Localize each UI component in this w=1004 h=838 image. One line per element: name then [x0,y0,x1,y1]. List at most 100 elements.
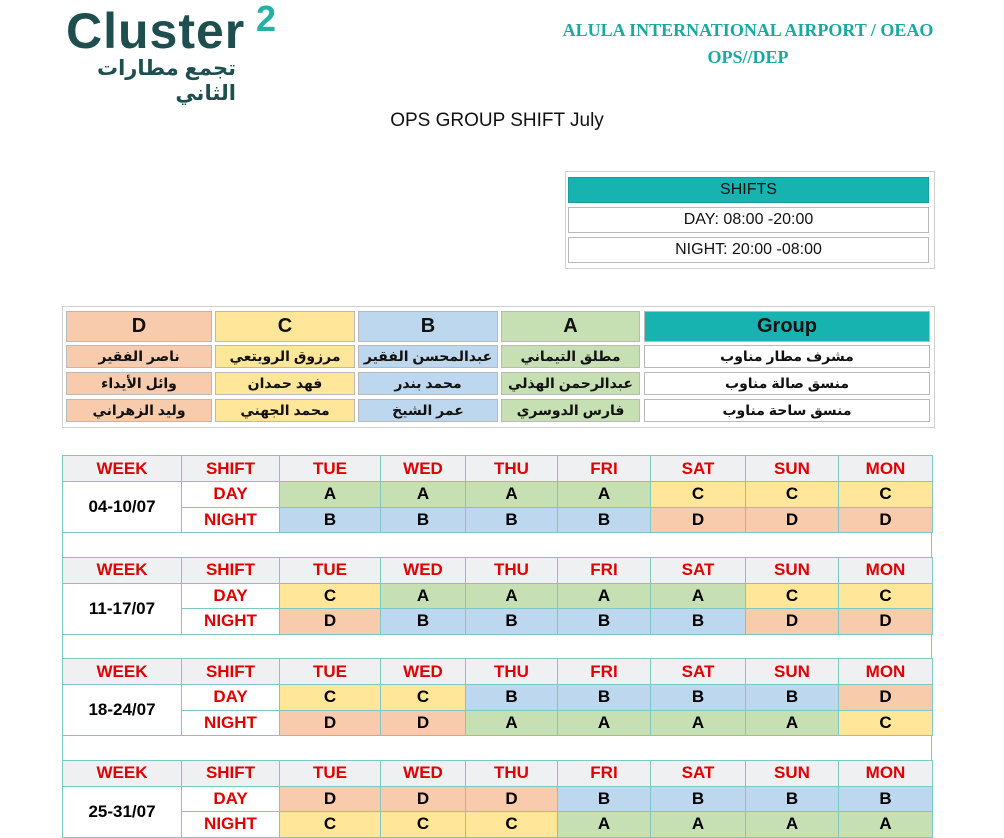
shift-cell: A [557,709,651,736]
column-header: SUN [745,556,839,584]
shift-cell: D [650,506,746,533]
group-header: D [66,311,212,342]
column-header: THU [465,658,558,685]
shift-cell: D [380,785,466,812]
shift-cell: B [380,608,466,635]
column-header: WED [380,658,466,685]
shift-cell: C [838,582,933,609]
shift-cell: A [279,481,381,508]
shift-cell: D [745,608,839,635]
shift-cell: C [838,709,933,736]
column-header: TUE [279,455,381,482]
column-header: THU [465,556,558,584]
shift-cell: A [650,582,746,609]
shift-row: NIGHT: 20:00 -08:00 [568,237,929,263]
page-title: OPS GROUP SHIFT July [390,110,604,131]
shift-cell: B [557,608,651,635]
column-header: WEEK [62,759,182,787]
member: عبدالمحسن الفقير [358,345,498,368]
member: وائل الأيداء [66,372,212,395]
column-header: FRI [557,556,651,584]
column-header: SAT [650,759,746,787]
logo-superscript: 2 [256,0,277,39]
role: منسق صالة مناوب [644,372,930,395]
column-header: TUE [279,658,381,685]
shift-cell: B [279,506,381,533]
shift-label: NIGHT [181,608,280,635]
shift-cell: C [380,684,466,711]
shift-cell: C [380,811,466,838]
shift-label: DAY [181,684,280,711]
group-header: C [215,311,355,342]
shift-cell: A [745,709,839,736]
shift-label: DAY [181,481,280,508]
column-header: FRI [557,455,651,482]
shift-cell: B [557,506,651,533]
column-header: WED [380,556,466,584]
shift-cell: A [465,481,558,508]
group-header: A [501,311,640,342]
shift-cell: C [745,481,839,508]
shift-cell: B [557,684,651,711]
shift-cell: A [557,481,651,508]
shift-cell: B [465,506,558,533]
shift-cell: C [650,481,746,508]
column-header: WEEK [62,658,182,685]
column-header: SHIFT [181,556,280,584]
column-header: TUE [279,556,381,584]
shift-row: DAY: 08:00 -20:00 [568,207,929,233]
shift-label: NIGHT [181,811,280,838]
shift-cell: C [279,582,381,609]
shift-cell: D [279,608,381,635]
shift-cell: A [380,481,466,508]
column-header: MON [838,658,933,685]
role: مشرف مطار مناوب [644,345,930,368]
shift-cell: A [745,811,839,838]
column-header: TUE [279,759,381,787]
week-label: 18-24/07 [62,684,182,736]
column-header: SUN [745,759,839,787]
shift-cell: D [838,684,933,711]
department: OPS//DEP [707,47,789,67]
shift-cell: D [279,785,381,812]
spacer-row [62,532,932,558]
column-header: WEEK [62,455,182,482]
column-header: SUN [745,455,839,482]
member: مرزوق الرويتعي [215,345,355,368]
member: وليد الزهراني [66,399,212,422]
shift-cell: B [650,608,746,635]
member: محمد الجهني [215,399,355,422]
shift-cell: B [380,506,466,533]
shift-cell: B [650,684,746,711]
shift-cell: A [557,811,651,838]
column-header: MON [838,759,933,787]
member: فهد حمدان [215,372,355,395]
shift-cell: D [838,506,933,533]
shift-cell: C [465,811,558,838]
shift-cell: C [279,811,381,838]
shift-cell: A [838,811,933,838]
shift-cell: B [465,684,558,711]
groups-box [62,306,935,428]
shift-cell: D [745,506,839,533]
shift-cell: A [380,582,466,609]
member: محمد بندر [358,372,498,395]
shift-label: DAY [181,785,280,812]
column-header: SUN [745,658,839,685]
group-header: B [358,311,498,342]
column-header: MON [838,556,933,584]
column-header: SAT [650,455,746,482]
member: ناصر الفقير [66,345,212,368]
spacer-row [62,735,932,761]
member: عمر الشيخ [358,399,498,422]
week-label: 25-31/07 [62,785,182,838]
shifts-box [565,171,935,269]
group-header: Group [644,311,930,342]
shift-cell: B [557,785,651,812]
organization: ALULA INTERNATIONAL AIRPORT / OEAO [562,20,934,40]
column-header: WEEK [62,556,182,584]
shift-cell: A [557,582,651,609]
role: منسق ساحة مناوب [644,399,930,422]
member: فارس الدوسري [501,399,640,422]
